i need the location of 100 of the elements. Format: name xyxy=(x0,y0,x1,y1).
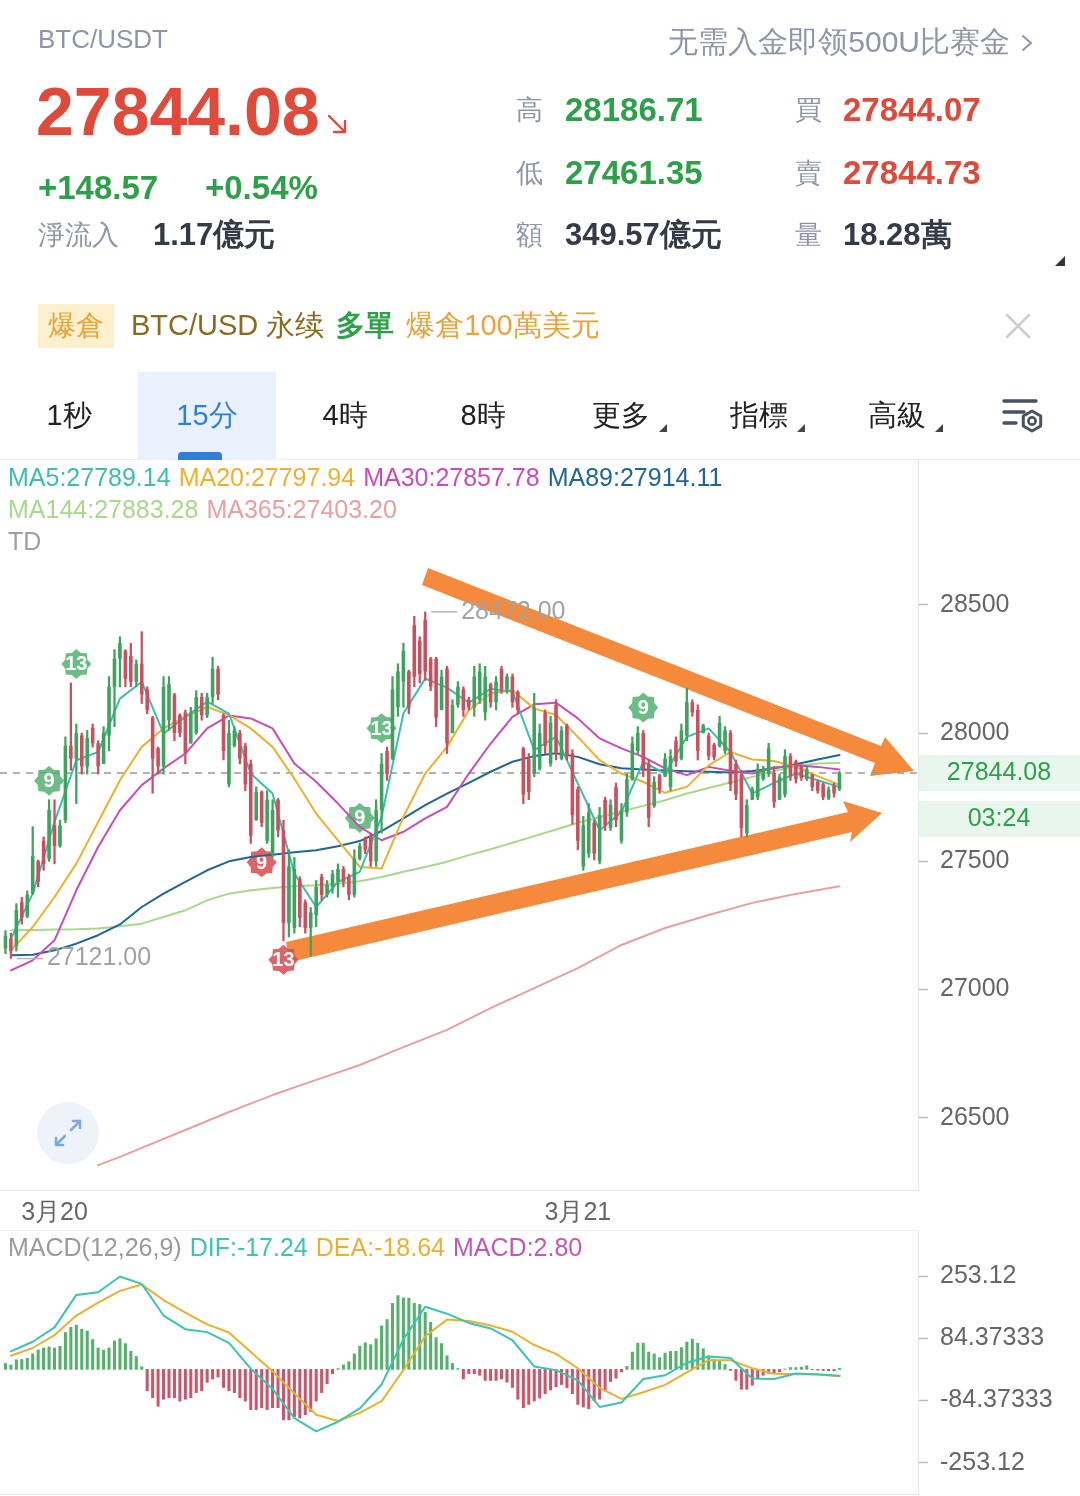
bar xyxy=(243,1369,247,1402)
candlestick xyxy=(603,796,607,831)
x-tick-label: 3月21 xyxy=(544,1196,612,1225)
text: 349.57億元 xyxy=(565,216,722,254)
bar xyxy=(194,1369,198,1393)
x-tick-label: 3月20 xyxy=(21,1196,88,1225)
text: 18.28萬 xyxy=(843,216,952,254)
bar xyxy=(341,1364,345,1370)
candlestick xyxy=(227,719,231,788)
bar xyxy=(347,1361,351,1370)
candlestick xyxy=(674,736,678,767)
bar xyxy=(527,1369,531,1405)
bar xyxy=(630,1351,634,1370)
bar xyxy=(102,1349,106,1370)
text: 爆倉100萬美元 xyxy=(406,308,600,343)
candlestick xyxy=(663,753,667,777)
bar xyxy=(374,1338,378,1370)
bar xyxy=(14,1359,18,1370)
text: 28186.71 xyxy=(565,90,703,130)
text: 更多 xyxy=(592,398,650,433)
text: 多單 xyxy=(336,308,395,343)
bar xyxy=(647,1351,651,1370)
bar xyxy=(505,1369,509,1383)
bar xyxy=(549,1369,553,1391)
candlestick xyxy=(287,849,291,938)
bar xyxy=(401,1297,405,1370)
bar xyxy=(472,1369,476,1375)
y-tick-label: 28000 xyxy=(940,716,1010,745)
bar xyxy=(151,1369,155,1399)
bar xyxy=(63,1332,67,1370)
y-tick-label: 253.12 xyxy=(940,1259,1017,1288)
text: 27121.00 xyxy=(46,942,152,971)
bar xyxy=(805,1365,809,1370)
candlestick xyxy=(494,676,498,711)
bar xyxy=(461,1369,465,1380)
bar xyxy=(200,1369,204,1392)
bar xyxy=(658,1357,662,1370)
text: MA144:27883.28 xyxy=(8,494,199,525)
annotation: TD xyxy=(8,526,42,557)
candlestick xyxy=(325,880,329,898)
bar xyxy=(47,1346,51,1370)
bar xyxy=(178,1369,182,1402)
y-tick-label: 26500 xyxy=(940,1101,1010,1130)
candlestick xyxy=(216,665,220,700)
bar xyxy=(3,1363,7,1370)
bar xyxy=(96,1347,100,1370)
text: 27461.35 xyxy=(565,153,703,193)
text: BTC/USDT xyxy=(38,24,168,56)
bar xyxy=(172,1369,176,1399)
bar xyxy=(609,1369,613,1382)
bar xyxy=(36,1349,40,1370)
candlestick xyxy=(167,676,171,731)
text: 爆倉 xyxy=(38,304,114,348)
text: 无需入金即领500U比赛金 xyxy=(668,24,1010,60)
bar xyxy=(723,1364,727,1370)
text: 賣 xyxy=(795,156,822,190)
candlestick xyxy=(107,676,111,752)
annotation: MACD:2.80 xyxy=(453,1232,583,1263)
annotation: 9 xyxy=(637,696,649,719)
bar xyxy=(145,1369,149,1392)
bar xyxy=(739,1369,743,1390)
candlestick xyxy=(772,766,776,808)
bar xyxy=(625,1366,629,1370)
bar xyxy=(52,1347,57,1370)
bar xyxy=(396,1295,400,1370)
bar xyxy=(483,1369,487,1381)
bar xyxy=(227,1369,231,1392)
text: +0.54% xyxy=(205,168,318,208)
candlestick xyxy=(734,759,738,801)
bar xyxy=(309,1369,313,1412)
bar xyxy=(467,1369,471,1375)
bar xyxy=(352,1353,356,1370)
bar xyxy=(423,1311,427,1370)
candlestick xyxy=(58,819,62,848)
bar xyxy=(363,1342,367,1370)
bar xyxy=(20,1359,24,1370)
bar xyxy=(216,1369,220,1378)
bar xyxy=(254,1369,258,1410)
text: 03:24 xyxy=(967,802,1031,831)
candlestick xyxy=(505,673,509,694)
candlestick xyxy=(47,799,51,862)
bar xyxy=(325,1369,329,1385)
text: 量 xyxy=(795,218,822,252)
text: 淨流入 xyxy=(38,218,119,252)
bar xyxy=(494,1369,498,1381)
candlestick xyxy=(276,798,280,838)
text: MA20:27797.94 xyxy=(178,462,356,493)
bar xyxy=(107,1347,111,1370)
text: 27844.73 xyxy=(843,153,981,193)
bar xyxy=(385,1319,389,1370)
candlestick xyxy=(723,726,727,754)
bar xyxy=(663,1352,667,1370)
text: MA89:27914.11 xyxy=(547,462,723,493)
bar xyxy=(162,1369,166,1400)
bar xyxy=(298,1369,302,1419)
bar xyxy=(91,1339,95,1370)
candlestick xyxy=(554,699,558,761)
annotation: 9 xyxy=(354,806,366,829)
y-tick-label: -84.37333 xyxy=(940,1384,1053,1413)
bar xyxy=(123,1343,127,1370)
